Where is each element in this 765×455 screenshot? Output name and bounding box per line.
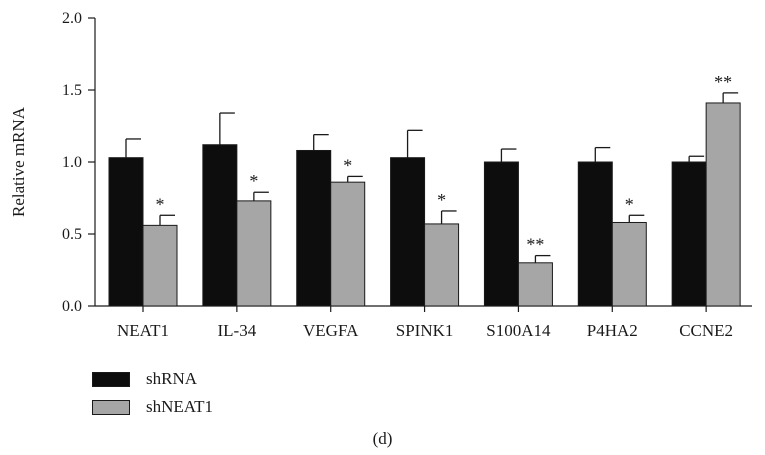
legend-label-shrna: shRNA <box>146 369 198 388</box>
significance-label: ** <box>526 235 544 255</box>
significance-label: * <box>625 194 634 214</box>
y-tick-label: 0.0 <box>62 298 82 315</box>
y-tick-label: 1.5 <box>62 82 82 99</box>
x-tick-label: VEGFA <box>303 321 359 340</box>
legend: shRNA shNEAT1 <box>92 366 213 422</box>
bar-shrna <box>202 144 238 307</box>
significance-label: * <box>437 190 446 210</box>
bar-shneat1 <box>705 102 741 307</box>
bar-shrna <box>108 157 144 307</box>
legend-swatch-shneat1 <box>92 399 130 415</box>
legend-label-shneat1: shNEAT1 <box>146 397 214 416</box>
bar-shneat1 <box>330 181 366 307</box>
x-tick-label: CCNE2 <box>679 321 733 340</box>
bar-shrna <box>577 161 613 307</box>
bar-shrna <box>390 157 426 307</box>
bar-chart: 0.0 0.5 1.0 1.5 2.0 Relative mRNA * NEAT1 * IL-34… <box>9 10 752 340</box>
legend-item-shneat1: shNEAT1 <box>92 394 213 420</box>
legend-swatch-shrna <box>92 371 130 387</box>
y-tick-label: 2.0 <box>62 10 82 27</box>
significance-label: * <box>343 155 352 175</box>
bar-shrna <box>296 149 332 307</box>
x-tick-label: NEAT1 <box>117 321 169 340</box>
y-axis-title: Relative mRNA <box>9 106 28 217</box>
significance-label: * <box>156 194 165 214</box>
panel-label: (d) <box>372 429 393 448</box>
x-tick-label: SPINK1 <box>396 321 454 340</box>
bar-shneat1 <box>424 223 460 307</box>
x-tick-label: S100A14 <box>486 321 551 340</box>
bar-shneat1 <box>142 224 178 307</box>
bar-shneat1 <box>611 221 647 307</box>
y-tick-label: 1.0 <box>62 154 82 171</box>
bar-shrna <box>483 161 519 307</box>
x-tick-label: IL-34 <box>217 321 256 340</box>
significance-label: * <box>249 171 258 191</box>
y-tick-label: 0.5 <box>62 226 82 243</box>
legend-item-shrna: shRNA <box>92 366 213 392</box>
bar-shrna <box>671 161 707 307</box>
x-tick-label: P4HA2 <box>587 321 638 340</box>
bar-shneat1 <box>517 262 553 307</box>
significance-label: ** <box>714 72 732 92</box>
bar-shneat1 <box>236 200 272 307</box>
